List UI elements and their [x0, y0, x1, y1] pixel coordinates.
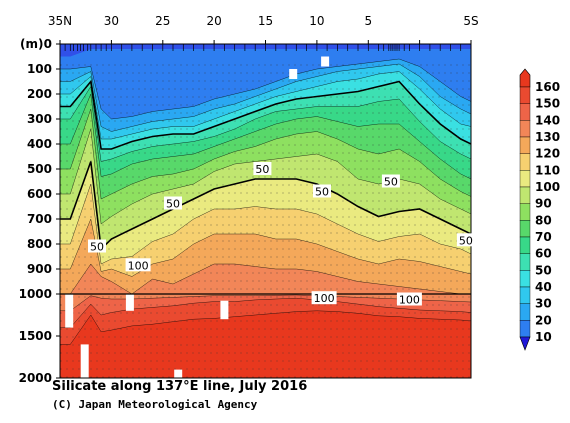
y-tick-label-11: 1500: [19, 329, 52, 343]
colorbar-top-arrow: [519, 68, 531, 88]
contour-label-bg-8: [396, 292, 422, 306]
colorbar-bin-8: [519, 220, 531, 238]
contour-label-0: 50: [90, 241, 104, 254]
colorbar-bin-7: [519, 203, 531, 221]
x-tick-label-5: 10: [309, 14, 324, 28]
colorbar-label-50: 50: [535, 263, 552, 277]
contour-label-bg-6: [125, 258, 151, 272]
blank-0: [289, 69, 298, 79]
contour-label-3: 50: [315, 186, 329, 199]
sample-dots: [60, 64, 471, 378]
colorbar-label-110: 110: [535, 163, 560, 177]
contour-label-bg-4: [381, 174, 400, 188]
y-tick-label-5: 500: [27, 162, 52, 176]
y-tick-label-3: 300: [27, 112, 52, 126]
y-axis-unit: (m): [20, 37, 43, 51]
station-ticks: [64, 44, 472, 51]
y-tick-label-9: 900: [27, 262, 52, 276]
x-tick-label-2: 25: [155, 14, 170, 28]
colorbar-bin-11: [519, 270, 531, 288]
x-tick-label-6: 5: [364, 14, 372, 28]
colorbar-bin-3: [519, 136, 531, 154]
blank-6: [174, 369, 183, 378]
colorbar-bin-4: [519, 153, 531, 171]
y-tick-label-12: 2000: [19, 371, 52, 385]
contour-label-bg-2: [253, 162, 272, 175]
colorbar-bin-2: [519, 120, 531, 138]
colorbar-label-160: 160: [535, 80, 560, 94]
colorbar-label-140: 140: [535, 113, 560, 127]
x-tick-label-3: 20: [206, 14, 221, 28]
y-tick-label-0: 0: [44, 37, 52, 51]
colorbar-label-90: 90: [535, 197, 552, 211]
colorbar-label-100: 100: [535, 180, 560, 194]
colorbar-label-70: 70: [535, 230, 552, 244]
y-tick-label-8: 800: [27, 237, 52, 251]
plot-area: [60, 44, 471, 378]
contour-label-bg-5: [456, 233, 475, 247]
y-tick-label-2: 200: [27, 87, 52, 101]
x-tick-label-1: 30: [104, 14, 119, 28]
y-axis: 0 100 200 300 400 500 600 700 800 900 1000 1500 2000: [19, 37, 60, 385]
colorbar-bin-0: [519, 86, 531, 104]
x-tick-label-8: 5S: [463, 14, 478, 28]
colorbar-label-130: 130: [535, 130, 560, 144]
blank-1: [321, 56, 330, 67]
contour-label-8: 100: [399, 294, 420, 307]
chart-title: Silicate along 137°E line, July 2016: [52, 379, 308, 394]
colorbar-label-120: 120: [535, 147, 560, 161]
y-tick-label-6: 600: [27, 187, 52, 201]
colorbar-bin-13: [519, 303, 531, 321]
contour-label-5: 50: [459, 234, 473, 247]
colorbar-label-30: 30: [535, 297, 552, 311]
blank-5: [80, 344, 89, 378]
colorbar-bin-1: [519, 103, 531, 121]
contour-label-7: 100: [314, 292, 335, 305]
colorbar-bin-9: [519, 236, 531, 254]
contour-labels: 50 50 50 50 50 50 100 100 100: [88, 162, 475, 307]
colorbar-bin-5: [519, 170, 531, 188]
credit-text: (C) Japan Meteorological Agency: [52, 398, 258, 411]
contour-label-2: 50: [255, 163, 269, 176]
x-tick-label-0: 35N: [48, 14, 72, 28]
y-tick-label-4: 400: [27, 137, 52, 151]
blank-2: [65, 294, 74, 328]
contour-label-bg-3: [313, 184, 331, 198]
colorbar-label-80: 80: [535, 213, 552, 227]
colorbar-label-150: 150: [535, 97, 560, 111]
station-dots: [60, 64, 471, 378]
colorbar-label-40: 40: [535, 280, 552, 294]
colorbar: 10 20 30 40 50 60 70 80 90 100 110 120 130 140 150 160: [519, 68, 560, 351]
colorbar-bottom-arrow: [519, 336, 531, 351]
colorbar-bin-12: [519, 286, 531, 304]
colorbar-label-60: 60: [535, 247, 552, 261]
contour-label-bg-0: [88, 239, 106, 253]
missing-data-patches: [65, 56, 330, 378]
blank-3: [125, 294, 134, 311]
y-tick-label-7: 700: [27, 212, 52, 226]
colorbar-bin-6: [519, 186, 531, 204]
contour-label-4: 50: [384, 176, 398, 189]
y-tick-label-10: 1000: [19, 287, 52, 301]
colorbar-label-20: 20: [535, 313, 552, 327]
x-axis: 35N 30 25 20 15 10 5 5S: [48, 14, 479, 44]
contour-label-bg-1: [164, 196, 182, 210]
blank-4: [220, 300, 229, 320]
colorbar-bin-10: [519, 253, 531, 271]
colorbar-bin-14: [519, 320, 531, 338]
contour-label-6: 100: [128, 259, 149, 272]
colorbar-label-10: 10: [535, 330, 552, 344]
contour-label-bg-7: [311, 291, 337, 305]
contour-label-1: 50: [166, 198, 180, 211]
y-tick-label-1: 100: [27, 62, 52, 76]
x-tick-label-4: 15: [258, 14, 273, 28]
